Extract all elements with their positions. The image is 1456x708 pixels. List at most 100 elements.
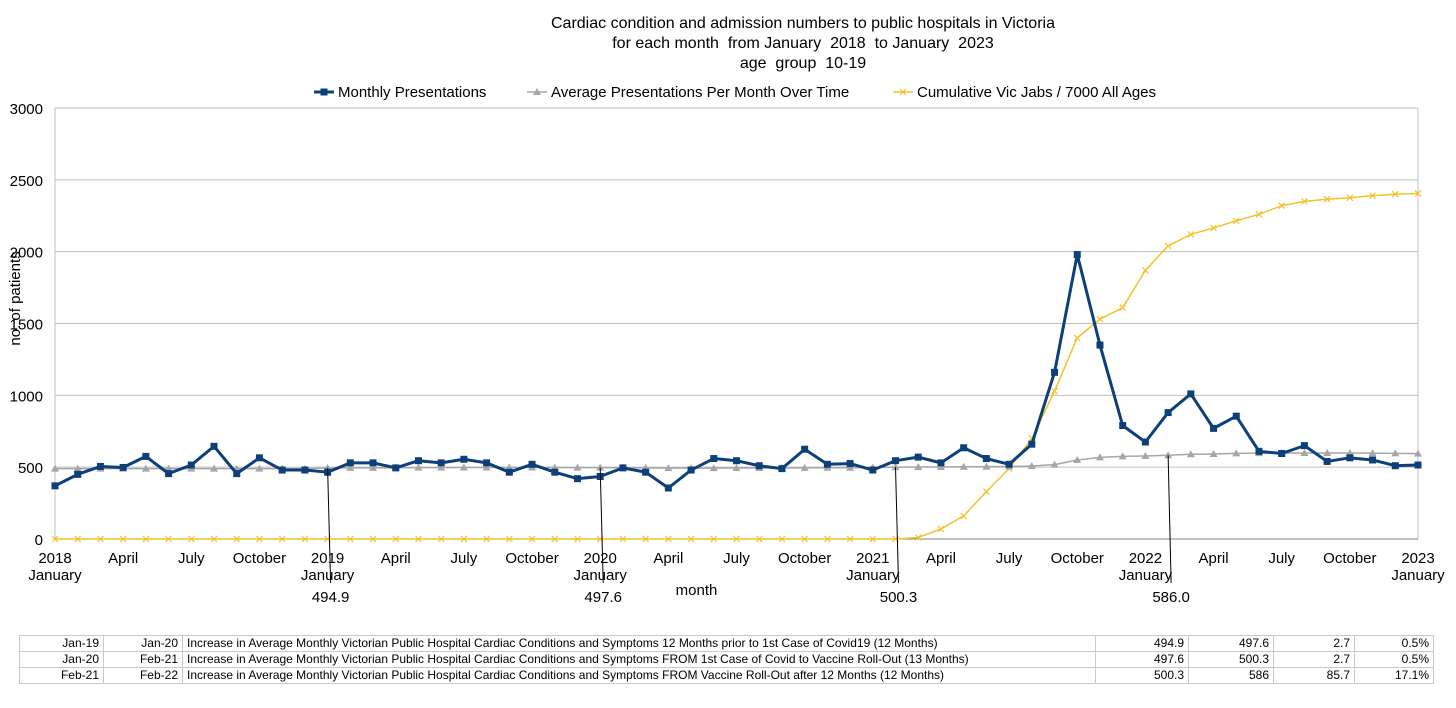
data-point [1186,450,1195,458]
data-point [596,463,605,471]
data-point [960,512,968,520]
data-point [528,535,536,543]
data-point [733,457,740,465]
data-point [505,535,513,543]
table-cell: Increase in Average Monthly Victorian Pu… [182,635,1096,652]
data-point [187,535,195,543]
table-cell: Feb-21 [103,651,183,668]
data-point [459,463,468,471]
table-cell: 494.9 [1095,635,1189,652]
line-chart: 0500100015002000250030002018JanuaryApril… [7,84,1445,606]
data-point [51,482,59,490]
table-cell: 500.3 [1188,651,1274,668]
data-point [936,463,945,471]
data-point [960,444,968,452]
data-point [96,462,104,470]
data-point [414,457,422,465]
legend-marker [320,88,328,96]
data-point [1096,315,1104,323]
data-point [1300,197,1308,205]
data-point [1300,442,1308,450]
data-point [1300,448,1309,456]
data-point [1096,341,1104,349]
x-tick-label: July [996,550,1023,567]
x-tick-label-month: January [1391,567,1445,584]
data-point [119,463,127,471]
x-tick-label: July [723,550,750,567]
data-point [778,465,786,473]
x-tick-label: April [926,550,956,567]
chart-title-line: for each month from January 2018 to Janu… [612,35,994,52]
data-point [1414,461,1422,469]
data-point [1164,451,1173,459]
data-point [165,535,173,543]
data-point [892,457,900,465]
annotation-leader [895,467,900,584]
data-point [278,466,286,474]
y-tick-label: 1500 [10,317,43,334]
table-cell: 85.7 [1273,667,1355,684]
data-point [1141,438,1149,446]
data-point [1346,194,1354,202]
data-point [301,466,309,474]
data-point [846,460,854,468]
data-point [301,535,309,543]
data-point [1141,451,1150,459]
table-cell: Jan-19 [19,635,104,652]
data-point [710,455,718,463]
data-point [801,535,809,543]
x-tick-label: 2018 [38,550,71,567]
y-tick-label: 2500 [10,173,43,190]
data-point [437,463,446,471]
data-point [869,466,877,474]
data-point [1391,190,1399,198]
x-tick-label: 2023 [1401,550,1434,567]
data-point [1119,422,1127,430]
data-point [982,455,990,463]
table-cell: 586 [1188,667,1274,684]
data-point [846,463,855,471]
data-point [1414,190,1422,197]
data-point [1210,424,1218,432]
legend-marker [899,88,907,96]
data-point [914,463,923,471]
table-cell: 0.5% [1354,635,1434,652]
chart-title: Cardiac condition and admission numbers … [0,14,1456,74]
x-tick-label-month: January [28,567,82,584]
data-point [1414,449,1422,457]
x-axis-label: month [676,582,718,599]
data-point [1073,334,1081,342]
data-point [823,460,831,468]
legend-label: Cumulative Vic Jabs / 7000 All Ages [917,84,1156,101]
data-point [369,459,377,467]
data-point [709,464,718,472]
data-point [119,535,127,543]
data-point [1368,449,1377,457]
data-point [733,535,740,543]
data-point [846,535,854,543]
data-point [1345,448,1354,456]
table-cell: 2.7 [1273,651,1355,668]
x-tick-label: 2021 [856,550,889,567]
x-tick-label: October [505,550,558,567]
annotation-label: 497.6 [584,589,622,606]
legend-label: Monthly Presentations [338,84,486,101]
x-tick-label-month: January [301,567,355,584]
series-line [55,192,1419,540]
data-point [482,463,491,471]
data-point [1255,210,1263,218]
data-point [141,464,150,472]
data-point [937,459,945,467]
data-point [164,464,173,472]
data-point [1232,449,1241,457]
data-point [74,535,82,543]
data-point [505,468,513,476]
data-point [74,470,82,478]
data-point [551,535,559,543]
x-tick-label: October [233,550,286,567]
data-point [1210,224,1217,232]
annotation-label: 500.3 [880,589,918,606]
table-row: Jan-20 Feb-21 Increase in Average Monthly … [19,651,1434,668]
annotation-leader [599,467,604,584]
chart-title-line: age group 10-19 [739,55,867,72]
